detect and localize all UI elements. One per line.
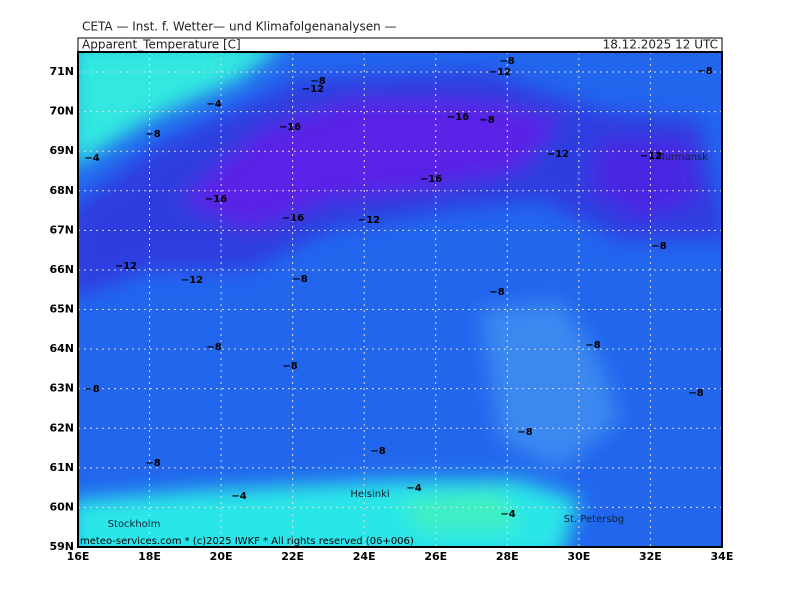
lon-label: 26E <box>424 550 447 563</box>
lat-label: 68N <box>49 184 74 197</box>
lat-label: 63N <box>49 382 74 395</box>
lon-label: 20E <box>210 550 233 563</box>
city-label: St. Petersbg <box>564 514 625 525</box>
contour-label: −16 <box>279 122 301 133</box>
coldest-zone <box>180 100 560 230</box>
contour-label: −12 <box>115 261 137 272</box>
lon-label: 16E <box>67 550 90 563</box>
coast-warm <box>400 490 520 530</box>
contour-label: −8 <box>282 361 297 372</box>
contour-label: −8 <box>310 76 325 87</box>
contour-label: −4 <box>206 99 221 110</box>
contour-label: −8 <box>292 274 307 285</box>
contour-label: −8 <box>585 340 600 351</box>
contour-label: −12 <box>358 215 380 226</box>
lon-label: 34E <box>711 550 734 563</box>
contour-label: −8 <box>489 287 504 298</box>
warm-zone <box>78 52 275 165</box>
contour-label: −8 <box>517 427 532 438</box>
lon-label: 32E <box>639 550 662 563</box>
contour-label: −16 <box>447 112 469 123</box>
contour-label: −8 <box>651 241 666 252</box>
contour-label: −12 <box>640 151 662 162</box>
lon-label: 22E <box>281 550 304 563</box>
lat-label: 66N <box>49 263 74 276</box>
valid-time: 18.12.2025 12 UTC <box>603 38 718 52</box>
lat-label: 60N <box>49 500 74 513</box>
lat-label: 61N <box>49 461 74 474</box>
contour-label: −8 <box>479 115 494 126</box>
lon-label: 30E <box>567 550 590 563</box>
contour-label: −4 <box>406 483 421 494</box>
contour-label: −8 <box>84 384 99 395</box>
contour-label: −8 <box>688 388 703 399</box>
lon-label: 28E <box>496 550 519 563</box>
contour-label: −16 <box>282 213 304 224</box>
contour-label: −8 <box>206 342 221 353</box>
contour-label: −12 <box>181 275 203 286</box>
city-label: Stockholm <box>108 519 161 530</box>
parameter: Apparent_Temperature [C] <box>82 38 241 52</box>
contour-label: −4 <box>84 153 99 164</box>
contour-label: −4 <box>500 509 515 520</box>
lat-label: 64N <box>49 342 74 355</box>
map-frame <box>77 51 723 548</box>
field <box>78 52 722 547</box>
footer: meteo-services.com * (c)2025 IWKF * All … <box>80 536 414 547</box>
contour-label: −4 <box>231 491 246 502</box>
contour-label: −16 <box>205 194 227 205</box>
institute: CETA — Inst. f. Wetter— und Klimafolgena… <box>82 20 397 34</box>
lat-label: 70N <box>49 105 74 118</box>
lat-label: 59N <box>49 540 74 553</box>
mild-zone <box>480 300 620 470</box>
contour-label: −8 <box>145 129 160 140</box>
coldest-zone-east <box>590 140 700 220</box>
lat-label: 62N <box>49 421 74 434</box>
lon-label: 24E <box>353 550 376 563</box>
lat-label: 69N <box>49 144 74 157</box>
contour-label: −8 <box>145 458 160 469</box>
contour-label: −12 <box>489 67 511 78</box>
contour-label: −12 <box>302 84 324 95</box>
city-label: Helsinki <box>350 489 389 500</box>
city-label: Murmansk <box>656 152 708 163</box>
field-shading <box>78 52 722 547</box>
lat-label: 67N <box>49 223 74 236</box>
contour-label: −8 <box>697 66 712 77</box>
lat-label: 65N <box>49 303 74 316</box>
contour-label: −8 <box>499 56 514 67</box>
contour-label: −12 <box>547 149 569 160</box>
lon-label: 18E <box>138 550 161 563</box>
lat-label: 71N <box>49 65 74 78</box>
contour-label: −16 <box>420 174 442 185</box>
contour-label: −8 <box>370 446 385 457</box>
